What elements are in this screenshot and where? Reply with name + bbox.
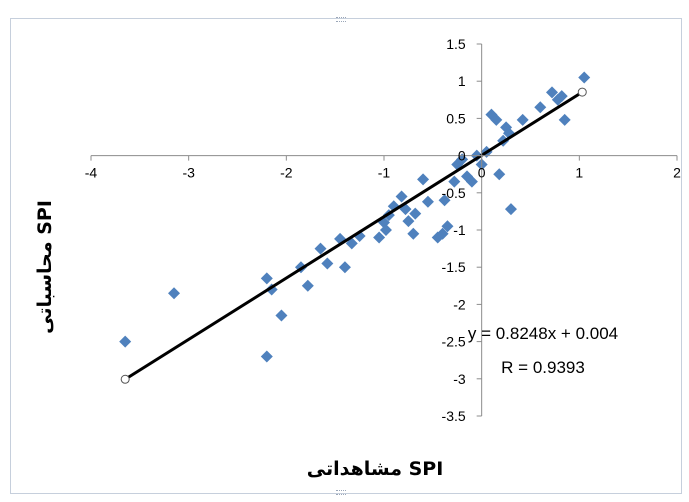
data-point (545, 86, 558, 99)
data-point (421, 195, 434, 208)
data-point (168, 287, 181, 300)
data-point (260, 350, 273, 363)
x-tick-label: -2 (280, 165, 293, 181)
data-point (456, 153, 469, 166)
data-point (490, 113, 503, 126)
y-tick-label: -1.5 (442, 259, 466, 275)
trendline-end-marker (577, 87, 587, 97)
data-point (578, 71, 591, 84)
data-point (260, 272, 273, 285)
y-tick-label: -3 (453, 371, 466, 387)
x-tick-label: 0 (478, 165, 486, 181)
y-tick-label: 1.5 (446, 36, 466, 52)
trendline-start-marker (120, 374, 130, 384)
y-tick-label: -2 (453, 296, 466, 312)
data-point (558, 113, 571, 126)
x-tick-label: -3 (182, 165, 195, 181)
resize-handle-top[interactable] (336, 17, 346, 22)
data-point (314, 242, 327, 255)
data-point (534, 101, 547, 114)
data-point (500, 121, 513, 134)
x-tick-label: -4 (85, 165, 98, 181)
data-point (275, 309, 288, 322)
data-point (402, 215, 415, 228)
x-tick-label: 2 (673, 165, 681, 181)
y-tick-label: 0 (458, 148, 466, 164)
data-point (436, 227, 449, 240)
y-axis-ticks: -3.5 -3 -2.5 -2 -1.5 -1 -0.5 0 0.5 1 1.5 (442, 36, 482, 424)
data-point (417, 173, 430, 186)
x-tick-label: 1 (575, 165, 583, 181)
data-point (119, 335, 132, 348)
data-point (379, 224, 392, 236)
resize-handle-bottom[interactable] (336, 490, 346, 495)
data-point (448, 175, 461, 188)
y-tick-label: 1 (458, 73, 466, 89)
data-point (338, 261, 351, 274)
data-point (465, 175, 478, 188)
scatter-chart: -4 -3 -2 -1 0 1 2 -3.5 -3 -2.5 -2 -1.5 -1 -0.5 0 0.5 1 1… (34, 36, 681, 480)
y-tick-label: 0.5 (446, 110, 466, 126)
data-point (441, 220, 454, 233)
data-point (504, 203, 517, 216)
data-point (407, 227, 420, 240)
data-point (321, 257, 334, 270)
y-axis-title: SPI محاسباتی (34, 200, 56, 334)
y-tick-label: -1 (453, 222, 466, 238)
data-point (395, 190, 408, 203)
data-point (493, 168, 506, 181)
data-point (438, 194, 451, 207)
chart-area: -4 -3 -2 -1 0 1 2 -3.5 -3 -2.5 -2 -1.5 -1 -0.5 0 0.5 1 1… (10, 17, 682, 495)
data-point (516, 113, 529, 126)
trendline-equation: y = 0.8248x + 0.004 (468, 324, 618, 343)
data-point (373, 231, 386, 244)
correlation-label: R = 0.9393 (501, 358, 585, 377)
data-point (555, 90, 568, 103)
y-tick-label: -2.5 (442, 334, 466, 350)
y-tick-label: -3.5 (442, 408, 466, 424)
data-point (409, 207, 422, 220)
data-point (301, 279, 314, 292)
x-axis-ticks: -4 -3 -2 -1 0 1 2 (85, 155, 681, 181)
data-points (119, 71, 591, 363)
x-tick-label: -1 (378, 165, 391, 181)
x-axis-title: SPI مشاهداتی (307, 458, 444, 480)
trendline (124, 90, 584, 381)
y-tick-label: -0.5 (442, 185, 466, 201)
